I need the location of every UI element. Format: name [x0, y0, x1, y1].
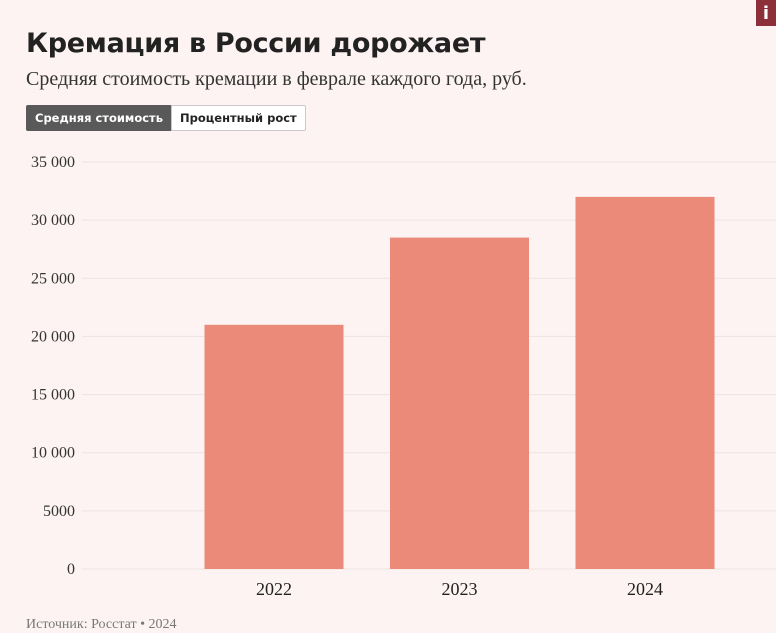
- tab-average-cost[interactable]: Средняя стоимость: [26, 105, 172, 131]
- y-tick-label: 25 000: [31, 270, 75, 287]
- view-toggle: Средняя стоимость Процентный рост: [26, 105, 306, 131]
- x-tick-label-2023: 2023: [442, 579, 478, 599]
- bar-2024[interactable]: [575, 196, 715, 569]
- tab-percent-growth[interactable]: Процентный рост: [170, 105, 306, 131]
- y-tick-label: 20 000: [31, 328, 75, 345]
- y-tick-label: 10 000: [31, 445, 75, 462]
- y-tick-label: 0: [67, 561, 75, 578]
- info-icon[interactable]: i: [756, 0, 776, 26]
- chart-title: Кремация в России дорожает: [26, 28, 486, 59]
- bar-2023[interactable]: [390, 237, 529, 569]
- x-tick-label-2022: 2022: [256, 579, 292, 599]
- source-note: Источник: Росстат • 2024: [26, 617, 177, 632]
- bar-2022[interactable]: [204, 324, 344, 569]
- chart-subtitle: Средняя стоимость кремации в феврале каж…: [26, 68, 527, 90]
- y-tick-label: 35 000: [31, 154, 75, 171]
- x-tick-label-2024: 2024: [627, 579, 663, 599]
- y-tick-label: 5000: [43, 503, 75, 520]
- y-tick-label: 15 000: [31, 387, 75, 404]
- bar-chart: 0 5000 10 000 15 000 20 000 25 000 30 000 35 00…: [31, 154, 776, 599]
- y-tick-label: 30 000: [31, 212, 75, 229]
